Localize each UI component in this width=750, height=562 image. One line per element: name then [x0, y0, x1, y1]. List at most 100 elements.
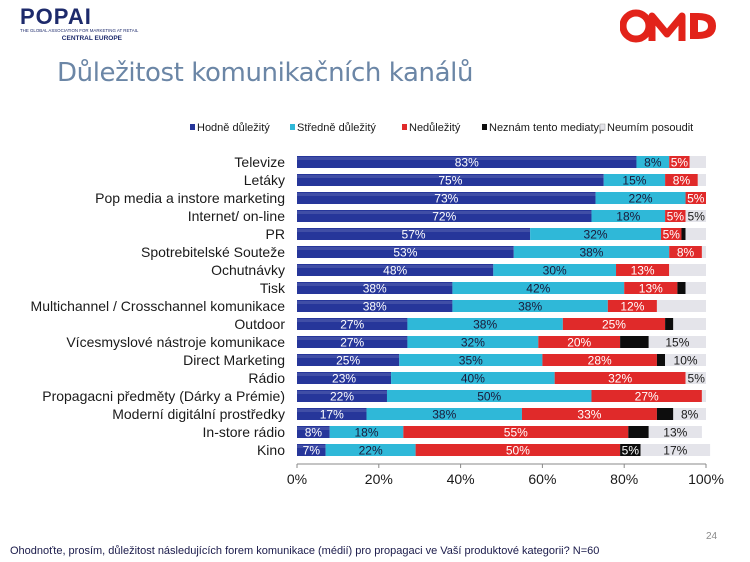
bar-gloss	[297, 427, 330, 430]
bar-segment	[665, 210, 686, 222]
data-label: 23%	[332, 372, 356, 386]
bar-segment	[297, 264, 494, 276]
data-label: 53%	[393, 246, 417, 260]
data-label: 18%	[355, 426, 379, 440]
bar-segment	[297, 444, 326, 456]
bar-segment	[636, 156, 670, 168]
data-label: 5%	[622, 444, 640, 458]
category-label: Televize	[234, 154, 285, 170]
data-label: 12%	[620, 300, 644, 314]
legend-entry: Neznám tento mediatyp	[489, 122, 605, 134]
bar-segment	[640, 444, 711, 456]
bar-segment	[624, 282, 678, 294]
bar-segment	[701, 246, 706, 258]
popai-logo: POPAI THE GLOBAL ASSOCIATION FOR MARKETI…	[20, 4, 139, 46]
data-label: 22%	[330, 390, 354, 404]
bar-segment	[325, 444, 416, 456]
bar-gloss	[297, 283, 453, 286]
data-label: 40%	[461, 372, 485, 386]
data-label: 50%	[506, 444, 530, 458]
bar-segment	[620, 336, 649, 348]
popai-logo-word: POPAI	[20, 4, 92, 29]
data-label: 27%	[340, 336, 364, 350]
bar-gloss	[297, 175, 604, 178]
bar-segment	[530, 228, 662, 240]
x-tick-label: 20%	[365, 471, 393, 487]
legend-entry: Neumím posoudit	[607, 122, 693, 134]
bar-segment	[685, 192, 706, 204]
bar-segment	[620, 444, 641, 456]
data-label: 15%	[622, 174, 646, 188]
data-label: 32%	[608, 372, 632, 386]
bar-segment	[493, 264, 617, 276]
data-label: 13%	[639, 282, 663, 296]
legend-swatch	[402, 124, 407, 130]
bar-segment	[681, 228, 686, 240]
category-label: Internet/ on-line	[188, 208, 285, 224]
bar-gloss	[297, 211, 592, 214]
data-label: 28%	[588, 354, 612, 368]
bar-segment	[628, 426, 649, 438]
data-label: 55%	[504, 426, 528, 440]
data-label: 5%	[671, 156, 689, 170]
bar-segment	[399, 354, 543, 366]
bar-segment	[669, 246, 702, 258]
data-label: 33%	[577, 408, 601, 422]
data-label: 8%	[305, 426, 323, 440]
bar-gloss	[297, 373, 392, 376]
legend-entry: Nedůležitý	[409, 122, 461, 134]
bar-segment	[297, 192, 596, 204]
category-label: Propagacni předměty (Dárky a Prémie)	[42, 388, 285, 404]
bar-segment	[616, 264, 670, 276]
data-label: 17%	[663, 444, 687, 458]
popai-logo-tagline: THE GLOBAL ASSOCIATION FOR MARKETING AT …	[20, 28, 139, 33]
data-label: 38%	[518, 300, 542, 314]
data-label: 32%	[584, 228, 608, 242]
legend-entry: Hodně důležitý	[197, 122, 270, 134]
category-label: Multichannel / Crosschannel komunikace	[31, 298, 286, 314]
category-label: Vícesmyslové nástroje komunikace	[66, 334, 285, 350]
bar-segment	[607, 300, 657, 312]
data-label: 48%	[383, 264, 407, 278]
data-label: 18%	[616, 210, 640, 224]
bar-segment	[452, 300, 608, 312]
bar-segment	[297, 282, 453, 294]
bar-segment	[595, 192, 686, 204]
category-label: Direct Marketing	[183, 352, 285, 368]
bar-gloss	[297, 391, 387, 394]
legend-swatch	[290, 124, 295, 130]
bar-segment	[297, 318, 408, 330]
bar-segment	[669, 264, 706, 276]
bar-gloss	[297, 337, 408, 340]
bar-segment	[685, 282, 706, 294]
legend-swatch	[599, 123, 606, 131]
legend-swatch	[482, 124, 487, 130]
data-label: 5%	[667, 210, 685, 224]
bar-segment	[554, 372, 686, 384]
bar-segment	[591, 390, 702, 402]
bar-segment	[538, 336, 621, 348]
bar-segment	[661, 228, 682, 240]
data-label: 72%	[432, 210, 456, 224]
bar-segment	[689, 156, 706, 168]
bar-segment	[648, 336, 706, 348]
x-tick-label: 40%	[447, 471, 475, 487]
bar-gloss	[297, 229, 531, 232]
data-label: 25%	[602, 318, 626, 332]
bar-segment	[297, 408, 367, 420]
category-label: In-store rádio	[203, 424, 286, 440]
category-label: Moderní digitální prostředky	[112, 406, 285, 422]
bar-segment	[648, 426, 702, 438]
bar-segment	[297, 246, 514, 258]
data-label: 57%	[402, 228, 426, 242]
legend-swatch	[190, 124, 195, 130]
bar-segment	[297, 354, 400, 366]
data-label: 7%	[303, 444, 321, 458]
bar-segment	[407, 336, 539, 348]
bar-segment	[656, 408, 674, 420]
data-label: 20%	[567, 336, 591, 350]
bar-segment	[297, 336, 408, 348]
bar-segment	[542, 354, 657, 366]
bar-segment	[297, 156, 637, 168]
bar-segment	[297, 174, 604, 186]
